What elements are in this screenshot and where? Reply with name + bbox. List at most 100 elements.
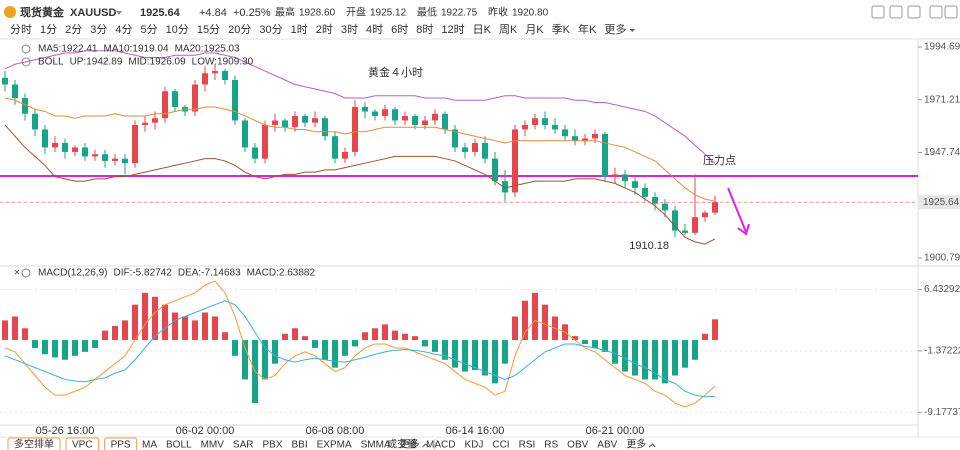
y-tick-label: 6.43292 (924, 284, 960, 295)
indicator-button[interactable]: MACD (426, 440, 455, 450)
timeframe-button[interactable]: 更多 (604, 22, 626, 36)
candle-body (712, 202, 718, 213)
indicator-button[interactable]: MMV (201, 440, 225, 450)
timeframe-button[interactable]: 20分 (228, 23, 251, 36)
timeframe-button[interactable]: 3时 (341, 23, 358, 36)
candle-body (352, 106, 358, 152)
y-tick-label: -9.17737 (924, 407, 960, 418)
timeframe-button[interactable]: 2时 (316, 23, 333, 36)
change-pct: +0.25% (233, 7, 271, 19)
trend-arrow (727, 187, 750, 236)
candle-body (222, 71, 228, 81)
x-tick-label: 06-02 00:00 (176, 425, 235, 437)
y-tick-label: 1971.21 (924, 94, 960, 105)
candle-body (122, 158, 128, 164)
indicator-line (4, 280, 716, 408)
icon[interactable] (871, 5, 885, 19)
icon[interactable] (944, 5, 958, 19)
indicator-button[interactable]: MA (142, 440, 157, 450)
timeframe-button[interactable]: 12时 (441, 23, 464, 36)
candle-body (542, 118, 548, 125)
timeframe-button[interactable]: 1分 (40, 23, 57, 36)
macd-bar (432, 340, 438, 352)
macd-bar (602, 340, 608, 352)
macd-bar (632, 340, 638, 376)
timeframe-button[interactable]: 季K (552, 23, 571, 36)
timeframe-button[interactable]: 4时 (366, 23, 383, 36)
macd-bar (172, 312, 178, 341)
legend-title: MACD(12,26,9) (38, 268, 107, 279)
timeframe-button[interactable]: 1时 (291, 23, 308, 36)
macd-bar (242, 340, 248, 380)
indicator-button[interactable]: OBV (567, 440, 588, 450)
candle-body (152, 118, 158, 123)
macd-bar (22, 328, 28, 341)
indicator-button[interactable]: CCI (492, 440, 509, 450)
macd-bar (522, 300, 528, 341)
indicator-line (4, 97, 716, 202)
candle-body (12, 84, 18, 98)
timeframe-button[interactable]: 周K (499, 23, 518, 36)
macd-bar (482, 340, 488, 376)
icon[interactable] (889, 5, 903, 19)
timeframe-button[interactable]: 月K (525, 24, 544, 36)
macd-bar (182, 316, 188, 341)
indicator-button[interactable]: BBI (292, 440, 308, 450)
macd-bar (162, 304, 168, 341)
indicator-line (4, 124, 716, 245)
indicator-button[interactable]: RS (544, 440, 558, 450)
indicator-button[interactable]: PBX (262, 440, 282, 450)
timeframe-button[interactable]: 分时 (10, 23, 32, 36)
candle-body (312, 118, 318, 123)
candle-body (322, 118, 328, 137)
timeframe-button[interactable]: 4分 (115, 23, 132, 36)
settings-icon[interactable] (21, 44, 31, 54)
candle-body (142, 122, 148, 125)
macd-bar (132, 304, 138, 341)
stat-label: 昨收 (488, 6, 508, 19)
tab-button[interactable]: 多空排单 (14, 438, 54, 450)
timeframe-button[interactable]: 3分 (90, 23, 107, 36)
timeframe-button[interactable]: 10分 (166, 23, 189, 36)
timeframe-button[interactable]: 年K (578, 22, 597, 36)
indicator-button[interactable]: 更多 (626, 438, 646, 450)
indicator-button[interactable]: 成交量 (387, 438, 417, 450)
indicator-button[interactable]: BOLL (166, 440, 192, 450)
timeframe-button[interactable]: 30分 (259, 23, 282, 36)
macd-bar (292, 328, 298, 341)
timeframe-button[interactable]: 2分 (65, 23, 82, 36)
candle-body (642, 187, 648, 197)
macd-bar (422, 340, 428, 347)
indicator-button[interactable]: RSI (519, 440, 536, 450)
tab-button[interactable]: PPS (111, 440, 131, 450)
settings-icon[interactable] (21, 57, 31, 67)
macd-bar (312, 340, 318, 348)
candle-body (522, 124, 528, 130)
macd-bar (692, 340, 698, 360)
candle-body (172, 91, 178, 107)
dropdown-caret[interactable] (116, 11, 122, 15)
indicator-button[interactable]: KDJ (464, 440, 483, 450)
candle-body (132, 124, 138, 164)
tab-button[interactable]: VPC (72, 440, 93, 450)
candle-body (162, 91, 168, 119)
icon[interactable] (907, 5, 921, 19)
indicator-button[interactable]: EXPMA (317, 440, 352, 450)
timeframe-button[interactable]: 8时 (416, 23, 433, 36)
candle-body (252, 147, 258, 159)
indicator-button[interactable]: 更多 (400, 438, 420, 450)
timeframe-button[interactable]: 6时 (391, 23, 408, 36)
timeframe-button[interactable]: 5分 (141, 23, 158, 36)
collapse-icon[interactable]: × (14, 268, 20, 279)
candle-body (2, 77, 8, 85)
indicator-button[interactable]: SAR (233, 440, 254, 450)
stat-value: 1922.75 (441, 8, 478, 19)
dropdown-caret[interactable] (629, 29, 636, 32)
settings-icon[interactable] (21, 268, 31, 278)
icon[interactable] (929, 5, 943, 19)
legend-title: BOLL (38, 57, 64, 68)
timeframe-button[interactable]: 日K (473, 24, 492, 36)
indicator-button[interactable]: SMMA (361, 440, 391, 450)
indicator-button[interactable]: ABV (597, 440, 617, 450)
timeframe-button[interactable]: 15分 (197, 23, 220, 36)
